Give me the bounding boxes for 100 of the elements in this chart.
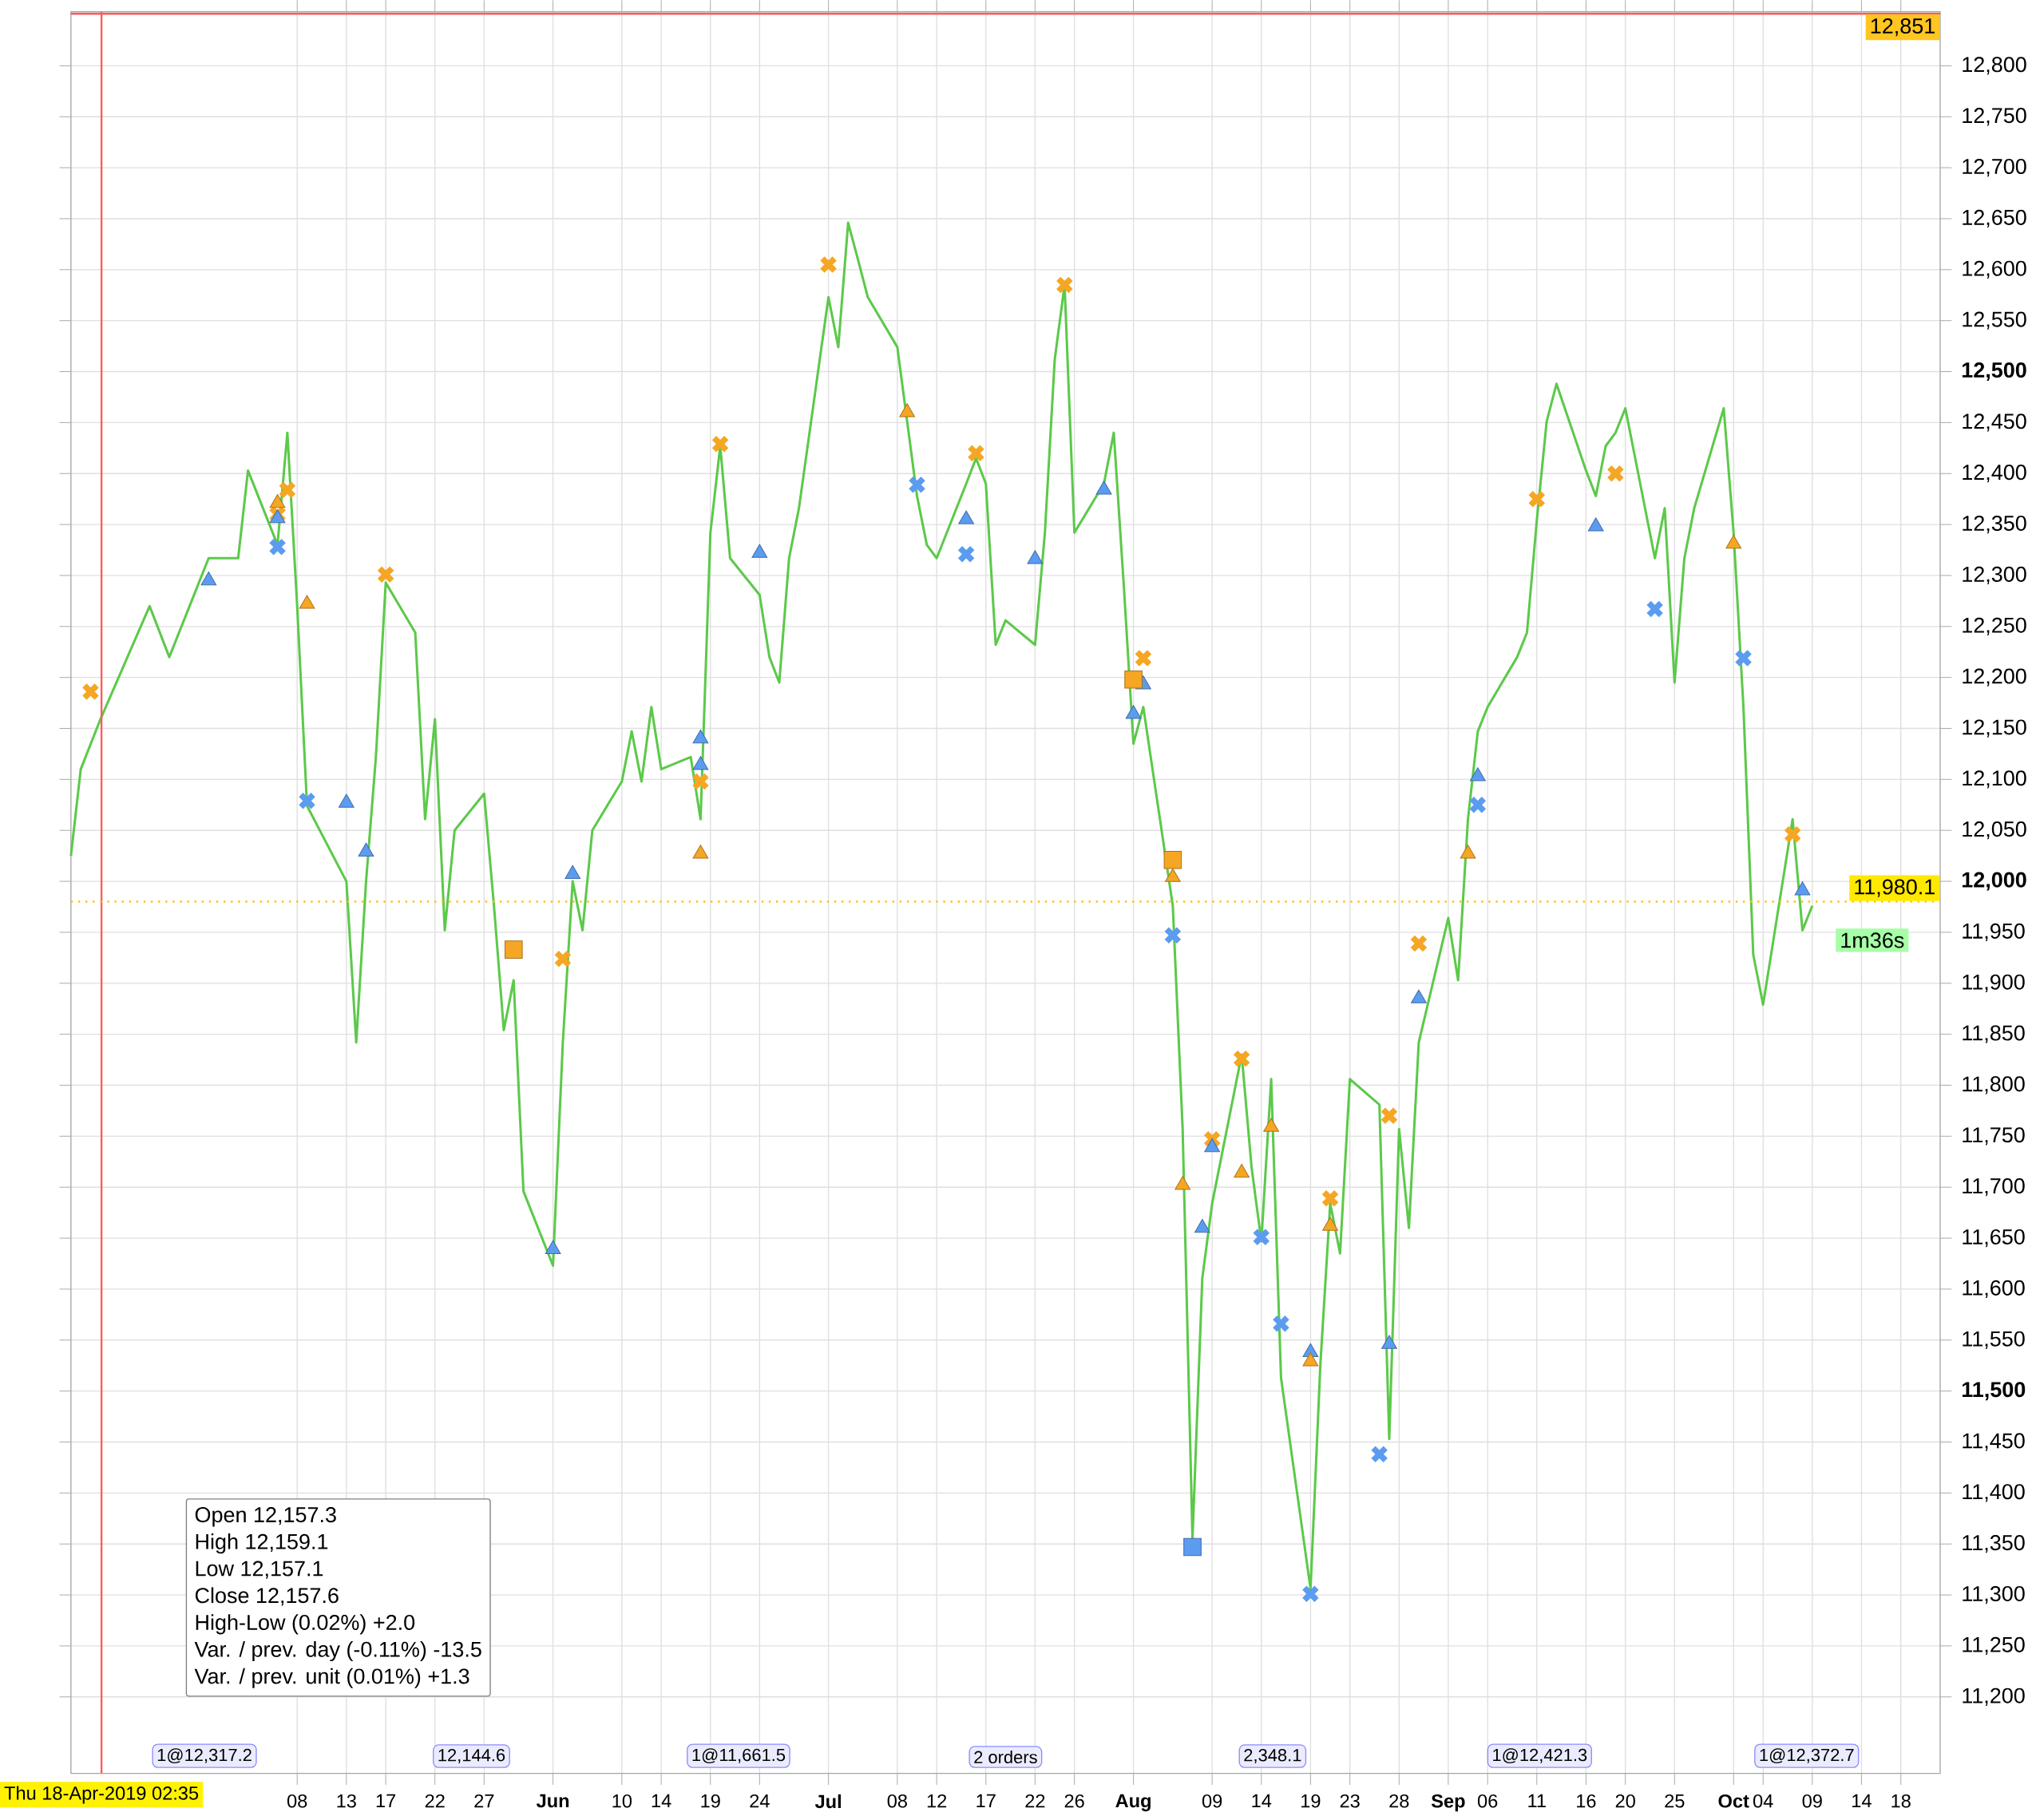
ref-line-label: Thu 18-Apr-2019 02:35 <box>4 1786 199 1804</box>
point <box>1411 989 1427 1003</box>
ref-line-label: 12,851 <box>1871 18 1935 37</box>
annotation: 12,144.6 <box>438 1748 505 1763</box>
point <box>1163 926 1182 944</box>
y-tick-label: 11,850 <box>1963 1025 2025 1043</box>
point <box>1095 481 1112 495</box>
x-tick-label: 28 <box>1389 1794 1409 1808</box>
y-tick-label: 12,300 <box>1963 566 2026 584</box>
point <box>1783 825 1802 844</box>
point <box>1725 534 1742 549</box>
annotation: 1@12,317.2 <box>157 1747 252 1763</box>
y-tick-label: 12,050 <box>1963 821 2026 840</box>
point <box>1202 1130 1222 1149</box>
point <box>1056 275 1074 295</box>
point <box>1165 868 1181 882</box>
x-tick-label: 16 <box>1577 1794 1596 1808</box>
x-tick-label: 09 <box>1802 1794 1822 1808</box>
point <box>1134 648 1153 667</box>
y-tick-label: 11,900 <box>1963 974 2025 992</box>
point <box>1527 489 1547 508</box>
point <box>967 444 985 462</box>
annotation: Close 12,157.6 <box>195 1587 339 1606</box>
point <box>376 565 395 584</box>
point <box>1234 1163 1250 1178</box>
y-tick-label: 11,250 <box>1963 1636 2025 1655</box>
point <box>505 940 523 959</box>
annotation: Var. / prev. day (-0.11%) -13.5 <box>194 1640 481 1661</box>
y-tick-label: 12,000 <box>1962 872 2026 891</box>
point <box>81 682 100 701</box>
x-tick-label: Sep <box>1431 1794 1465 1812</box>
y-tick-label: 12,150 <box>1963 719 2026 738</box>
point <box>1470 767 1486 781</box>
x-tick-label: 04 <box>1753 1794 1773 1808</box>
x-tick-label: Aug <box>1115 1794 1151 1811</box>
point <box>1409 934 1428 953</box>
point <box>692 755 709 770</box>
point <box>1322 1217 1338 1231</box>
annotation: Open 12,157.3 <box>195 1506 336 1527</box>
point <box>1232 1049 1251 1068</box>
point <box>1321 1189 1340 1208</box>
point <box>1468 795 1487 814</box>
x-tick-label: 13 <box>337 1794 356 1808</box>
y-tick-label: 12,600 <box>1963 260 2026 279</box>
annotation: Var. / prev. unit (0.01%) +1.3 <box>194 1668 469 1688</box>
point <box>1183 1537 1202 1557</box>
x-tick-label: 11 <box>1528 1794 1546 1807</box>
point <box>692 845 709 859</box>
point <box>1263 1118 1279 1132</box>
point <box>1794 881 1811 896</box>
point <box>1204 1138 1221 1153</box>
point <box>1302 1352 1319 1367</box>
y-tick-label: 12,200 <box>1963 668 2026 686</box>
point <box>1124 670 1143 689</box>
x-tick-label: 06 <box>1477 1794 1498 1808</box>
point <box>564 864 581 879</box>
x-tick-label: 14 <box>1852 1794 1872 1807</box>
point <box>1646 599 1665 619</box>
x-tick-label: 08 <box>887 1794 907 1808</box>
x-tick-label: 22 <box>1025 1794 1045 1808</box>
annotation: 2 orders <box>974 1750 1037 1763</box>
point <box>819 255 838 274</box>
x-tick-label: 09 <box>1202 1794 1222 1808</box>
y-tick-label: 12,350 <box>1963 515 2026 533</box>
y-tick-label: 12,750 <box>1963 107 2026 126</box>
point <box>957 544 976 564</box>
point <box>278 481 297 499</box>
point <box>691 772 710 791</box>
y-tick-label: 12,800 <box>1963 57 2026 75</box>
x-tick-label: 14 <box>1252 1794 1272 1807</box>
y-tick-label: 12,400 <box>1963 464 2026 483</box>
x-tick-label: 19 <box>1301 1794 1321 1808</box>
x-tick-label: 20 <box>1615 1794 1635 1808</box>
y-tick-label: 11,650 <box>1963 1228 2025 1247</box>
annotation: High-Low (0.02%) +2.0 <box>196 1613 415 1635</box>
point <box>751 544 768 558</box>
point <box>1734 648 1753 667</box>
y-tick-label: 11,600 <box>1963 1280 2025 1298</box>
y-tick-label: 12,700 <box>1963 158 2026 176</box>
point <box>1587 517 1604 532</box>
x-tick-label: 08 <box>287 1794 307 1808</box>
point <box>711 434 730 453</box>
annotation: 1@11,661.5 <box>692 1747 786 1763</box>
y-tick-label: 11,500 <box>1962 1381 2026 1400</box>
point <box>268 537 287 556</box>
y-tick-label: 12,650 <box>1963 209 2026 228</box>
point <box>269 508 286 524</box>
y-tick-label: 11,400 <box>1963 1483 2025 1502</box>
x-tick-label: Oct <box>1718 1794 1749 1808</box>
point <box>1174 1176 1191 1190</box>
point <box>1301 1585 1320 1603</box>
x-tick-label: Jul <box>814 1794 841 1808</box>
y-tick-label: 11,750 <box>1963 1126 2025 1145</box>
point <box>269 493 286 508</box>
ref-line-label: 11,980.1 <box>1855 879 1935 897</box>
annotation: Low 12,157.1 <box>196 1561 323 1579</box>
y-tick-label: 11,450 <box>1963 1433 2025 1451</box>
point <box>1370 1445 1388 1463</box>
y-tick-label: 12,450 <box>1963 413 2026 432</box>
point <box>299 595 315 609</box>
